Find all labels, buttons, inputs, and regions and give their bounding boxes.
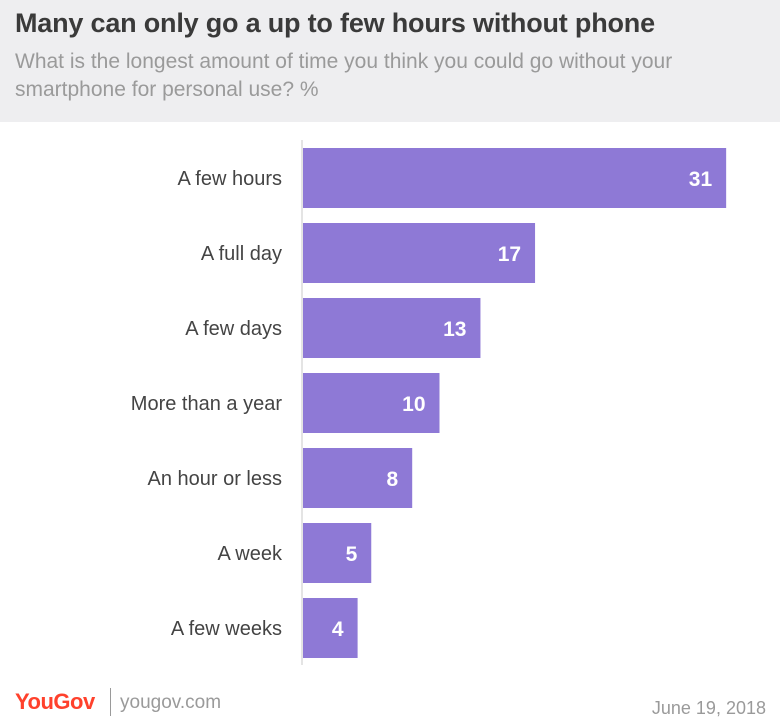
category-label: A week <box>218 543 283 565</box>
bar-value-label: 31 <box>689 168 713 191</box>
footer-date: June 19, 2018 <box>651 698 766 718</box>
bar-chart: A few hours 31 A full day 17 A few days 13 Mor… <box>131 140 727 665</box>
category-label: More than a year <box>131 393 283 415</box>
bar <box>303 373 440 433</box>
yougov-logo: YouGov <box>15 689 95 714</box>
category-label: A few weeks <box>171 618 282 640</box>
chart-title: Many can only go a up to few hours witho… <box>15 8 655 38</box>
category-label: A full day <box>201 243 282 265</box>
chart-subtitle: What is the longest amount of time you t… <box>15 50 673 101</box>
bar <box>303 448 413 508</box>
bar-value-label: 8 <box>387 468 399 491</box>
bar-value-label: 17 <box>498 243 521 266</box>
bar <box>303 598 358 658</box>
bar <box>303 298 481 358</box>
bar-value-label: 5 <box>346 543 358 566</box>
bar-value-label: 10 <box>402 393 425 416</box>
category-label: A few days <box>185 318 282 340</box>
bar-value-label: 13 <box>443 318 466 341</box>
bar <box>303 223 536 283</box>
footer-website: yougov.com <box>120 692 222 713</box>
category-label: An hour or less <box>147 468 282 490</box>
bar <box>303 148 727 208</box>
bar <box>303 523 372 583</box>
header: Many can only go a up to few hours witho… <box>0 0 780 122</box>
bar-value-label: 4 <box>332 618 344 641</box>
footer-divider <box>110 688 111 716</box>
category-label: A few hours <box>177 168 282 190</box>
